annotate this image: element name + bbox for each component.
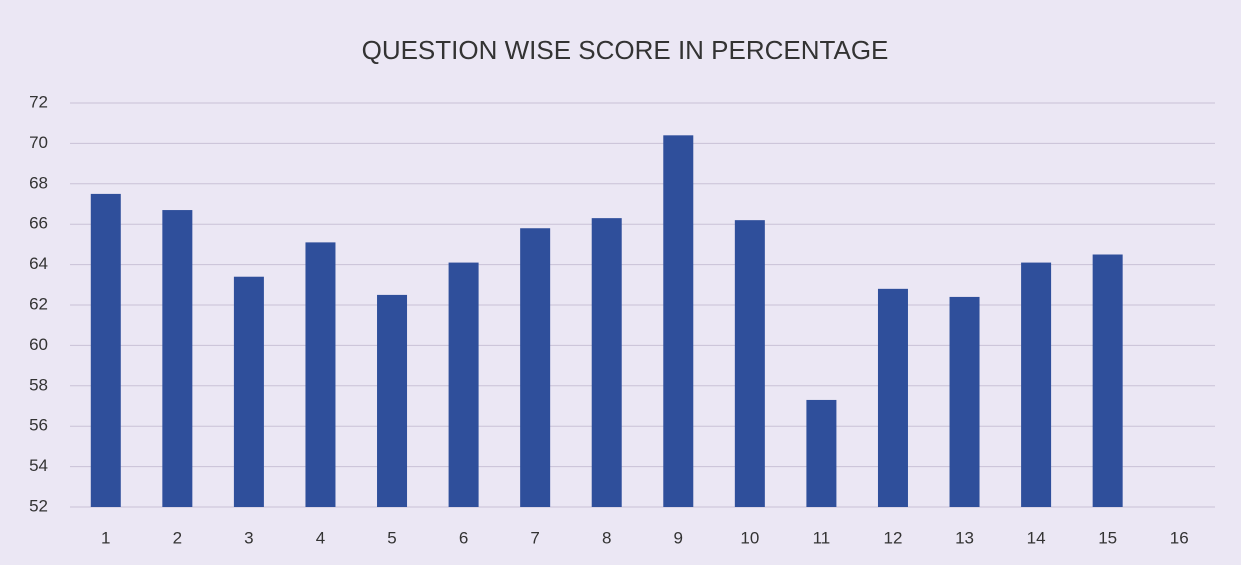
x-tick-label: 8 bbox=[602, 528, 611, 547]
y-tick-label: 62 bbox=[29, 294, 48, 313]
bar bbox=[591, 218, 622, 507]
x-tick-label: 4 bbox=[316, 528, 325, 547]
x-tick-label: 3 bbox=[244, 528, 253, 547]
y-tick-label: 72 bbox=[29, 92, 48, 111]
x-tick-label: 15 bbox=[1098, 528, 1117, 547]
bar bbox=[806, 399, 837, 507]
bar bbox=[520, 228, 551, 508]
y-tick-label: 68 bbox=[29, 173, 48, 192]
x-tick-label: 13 bbox=[955, 528, 974, 547]
bar bbox=[877, 288, 908, 507]
y-tick-label: 64 bbox=[29, 254, 48, 273]
y-tick-label: 56 bbox=[29, 416, 48, 435]
bar bbox=[1021, 262, 1052, 507]
y-tick-label: 54 bbox=[29, 456, 48, 475]
x-tick-label: 11 bbox=[813, 528, 831, 547]
chart-title: QUESTION WISE SCORE IN PERCENTAGE bbox=[362, 35, 889, 65]
bar bbox=[377, 294, 408, 507]
bar bbox=[233, 276, 264, 507]
y-tick-label: 66 bbox=[29, 214, 48, 233]
y-tick-label: 58 bbox=[29, 375, 48, 394]
x-tick-label: 10 bbox=[740, 528, 759, 547]
y-tick-label: 60 bbox=[29, 335, 48, 354]
x-tick-label: 16 bbox=[1170, 528, 1189, 547]
bar bbox=[162, 210, 193, 507]
x-tick-label: 5 bbox=[387, 528, 396, 547]
bar bbox=[448, 262, 479, 507]
bar bbox=[90, 193, 121, 507]
x-tick-label: 14 bbox=[1027, 528, 1046, 547]
x-tick-label: 6 bbox=[459, 528, 468, 547]
x-tick-label: 9 bbox=[674, 528, 683, 547]
bar bbox=[305, 242, 336, 507]
y-tick-label: 52 bbox=[29, 496, 48, 515]
bar bbox=[663, 135, 694, 507]
x-tick-label: 1 bbox=[101, 528, 110, 547]
bar bbox=[1092, 254, 1123, 507]
x-tick-label: 2 bbox=[173, 528, 182, 547]
x-tick-label: 7 bbox=[530, 528, 539, 547]
y-tick-label: 70 bbox=[29, 133, 48, 152]
bar bbox=[734, 220, 765, 507]
x-tick-label: 12 bbox=[884, 528, 903, 547]
bar bbox=[949, 296, 980, 507]
